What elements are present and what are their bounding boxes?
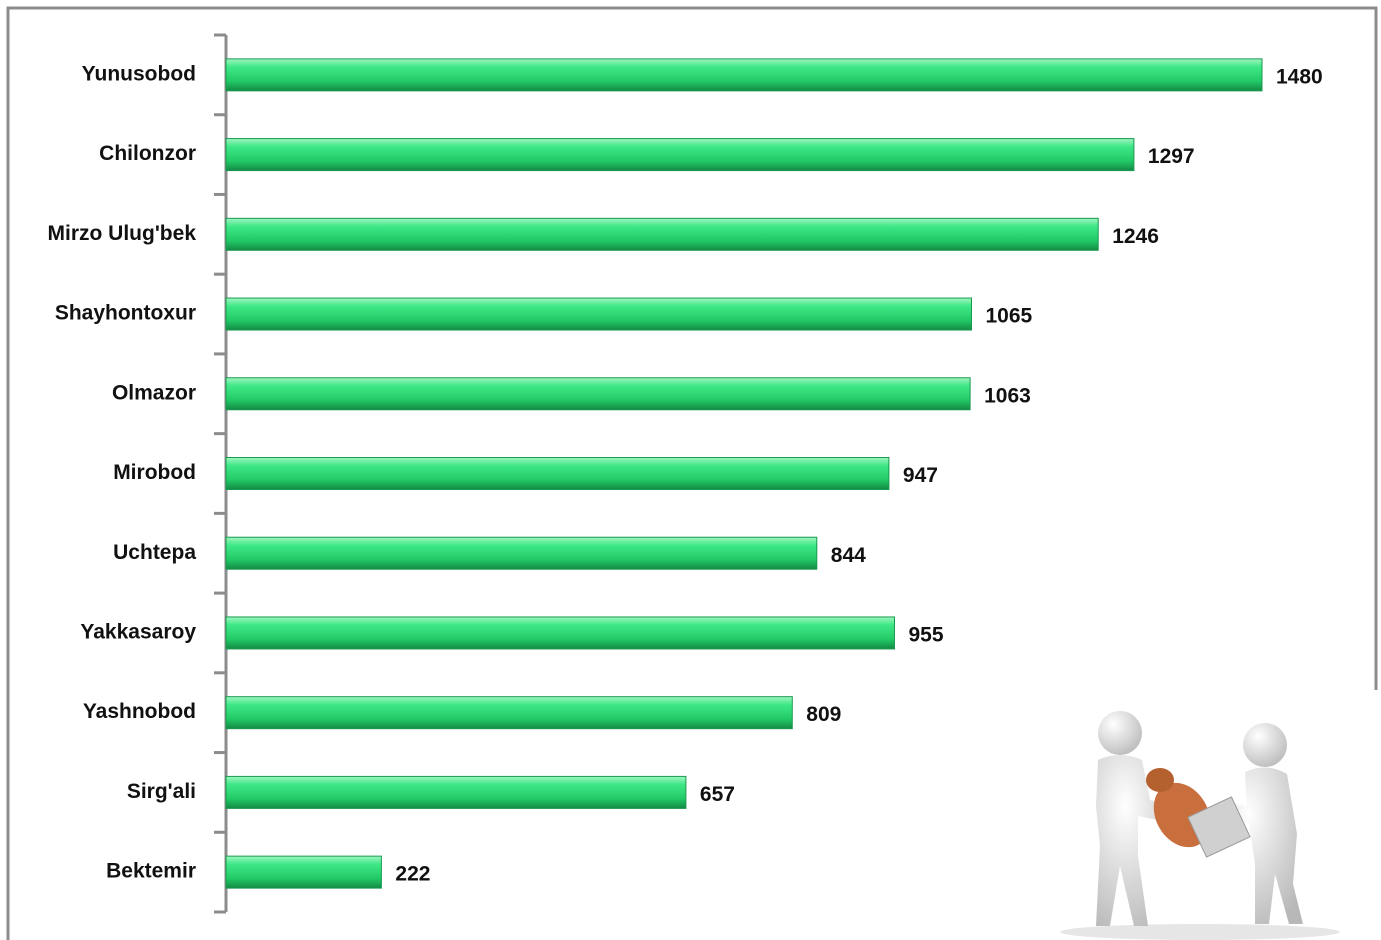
category-label: Chilonzor [99,142,196,165]
value-label: 222 [395,863,430,886]
bar [225,377,971,411]
frame [6,6,1378,940]
bar [225,297,972,331]
value-label: 809 [806,703,841,726]
bar [225,58,1263,92]
category-label: Sirg'ali [127,780,196,803]
bar [225,855,382,889]
bar [225,696,793,730]
value-label: 1246 [1112,225,1159,248]
value-label: 1065 [986,305,1033,328]
category-label: Yakkasaroy [80,621,196,644]
value-label: 657 [700,783,735,806]
value-label: 1063 [984,384,1031,407]
value-label: 1480 [1276,65,1323,88]
bar [225,536,818,570]
category-label: Mirzo Ulug'bek [48,222,197,245]
illustration [1045,690,1376,940]
bar [225,775,687,809]
category-label: Shayhontoxur [55,302,196,325]
bar [225,457,890,490]
value-label: 955 [909,624,944,647]
value-label: 947 [903,464,938,487]
bar [225,138,1135,172]
category-label: Bektemir [106,860,196,883]
category-label: Yunusobod [82,62,196,85]
bar [225,616,895,650]
bar [225,217,1099,251]
category-label: Mirobod [113,461,196,484]
category-label: Uchtepa [113,541,196,564]
value-label: 1297 [1148,145,1195,168]
category-label: Yashnobod [83,700,196,723]
category-label: Olmazor [112,381,196,404]
value-label: 844 [831,544,866,567]
